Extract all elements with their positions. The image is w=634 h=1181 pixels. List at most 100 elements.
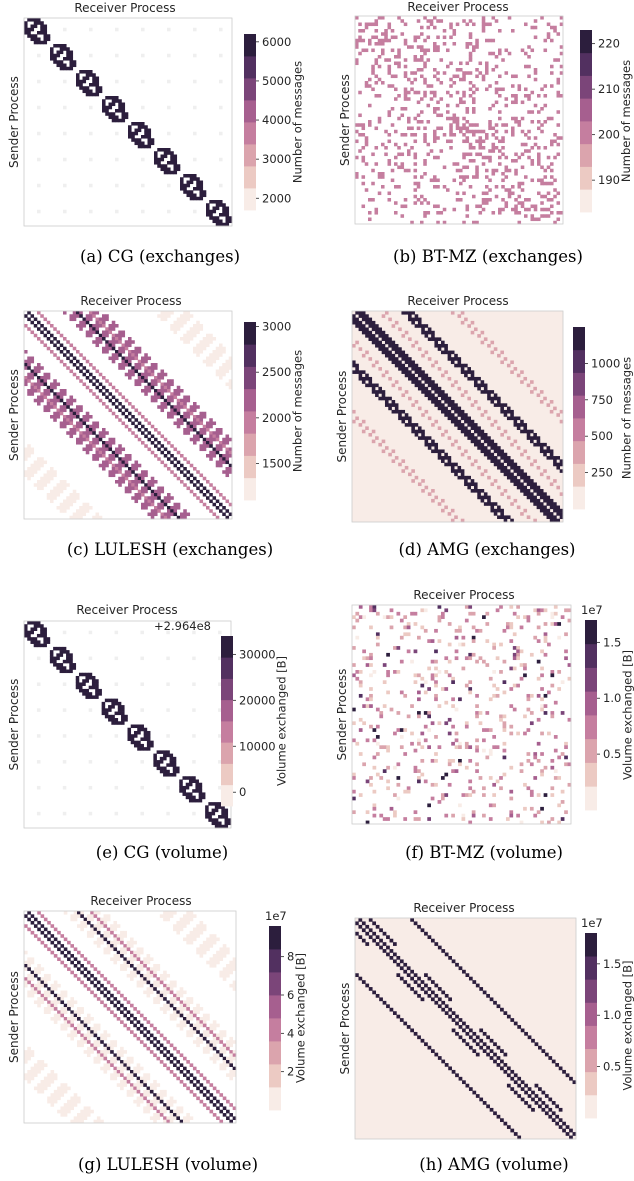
heatmap-cell [33,934,38,938]
heatmap-cell [126,947,131,952]
heatmap-cell [163,499,168,504]
heatmap-cell [173,164,178,168]
heatmap-cell [514,94,518,98]
colorbar-segment [244,344,256,367]
heatmap-cell [485,191,489,196]
heatmap-cell [186,180,191,185]
heatmap-cell [426,84,431,88]
heatmap-cell [79,369,83,374]
heatmap-cell [113,954,118,958]
heatmap-cell [170,454,174,458]
heatmap-cell [43,37,48,42]
heatmap-cell [150,743,154,748]
heatmap-cell [502,680,507,684]
heatmap-cell [219,53,223,58]
heatmap-cell [163,314,168,318]
heatmap-cell [215,431,220,435]
heatmap-cell [216,954,220,958]
heatmap-cell [365,697,370,702]
heatmap-cell [420,220,424,225]
heatmap-cell [80,924,84,928]
heatmap-cell [225,509,230,513]
heatmap-cell [358,90,362,95]
heatmap-cell [103,1003,108,1008]
heatmap-cell [494,168,499,173]
heatmap-cell [506,459,511,463]
heatmap-cell [493,347,498,351]
heatmap-cell [382,745,387,750]
heatmap-cell [352,409,356,414]
heatmap-cell [66,47,70,51]
heatmap-cell [553,406,557,411]
heatmap-cell [557,635,562,640]
heatmap-cell [436,204,440,209]
heatmap-cell [131,431,135,435]
heatmap-cell [374,35,379,40]
heatmap-cell [33,40,38,45]
heatmap-cell [559,469,564,473]
heatmap-cell [144,502,148,507]
heatmap-cell [50,950,55,955]
heatmap-cell [497,485,501,490]
heatmap-cell [102,431,106,435]
heatmap-cell [420,45,424,49]
heatmap-cell [111,359,116,364]
heatmap-cell [131,356,135,361]
heatmap-cell [163,170,168,175]
heatmap-cell [186,183,191,188]
heatmap-cell [63,311,67,315]
heatmap-cell [121,405,126,409]
heatmap-cell [50,402,54,406]
heatmap-cell [355,676,360,681]
heatmap-cell [49,650,54,654]
heatmap-cell [154,363,158,367]
heatmap-cell [102,350,106,354]
colorbar-tick-label: 6000 [262,35,291,49]
heatmap-cell [72,411,77,416]
heatmap-cell [543,632,548,637]
heatmap-cell [63,990,68,995]
heatmap-cell [159,973,164,978]
heatmap-cell [539,442,544,447]
heatmap-cell [388,396,392,401]
heatmap-cell [73,947,78,952]
heatmap-cell [43,395,48,400]
heatmap-cell [33,385,38,390]
heatmap-cell [520,419,524,424]
heatmap-cell [451,724,455,729]
heatmap-cell [232,960,237,965]
heatmap-cell [481,74,486,79]
heatmap-cell [540,107,544,111]
heatmap-cell [27,476,31,481]
colorbar-segment [573,418,585,442]
heatmap-cell [427,442,432,447]
heatmap-cell [450,508,455,513]
heatmap-cell [396,782,401,787]
heatmap-cell [487,390,491,394]
heatmap-cell [118,99,122,103]
heatmap-cell [182,789,187,793]
heatmap-cell [206,947,210,952]
heatmap-cell [543,508,547,513]
heatmap-cell [473,429,478,434]
heatmap-cell [147,431,152,435]
heatmap-cell [95,437,100,442]
heatmap-cell [371,87,375,92]
heatmap-cell [388,357,392,361]
heatmap-cell [176,506,181,510]
heatmap-cell [447,456,452,460]
heatmap-cell [144,131,148,136]
heatmap-cell [98,340,103,344]
heatmap-cell [192,779,196,784]
heatmap-cell [533,752,538,756]
heatmap-cell [218,760,222,764]
heatmap-cell [185,785,190,790]
heatmap-cell [43,944,48,948]
heatmap-cell [66,431,70,435]
heatmap-cell [157,405,161,409]
heatmap-cell [485,728,490,732]
heatmap-cell [212,937,217,942]
heatmap-cell [85,692,89,696]
heatmap-cell [556,142,561,147]
heatmap-cell [475,68,479,72]
